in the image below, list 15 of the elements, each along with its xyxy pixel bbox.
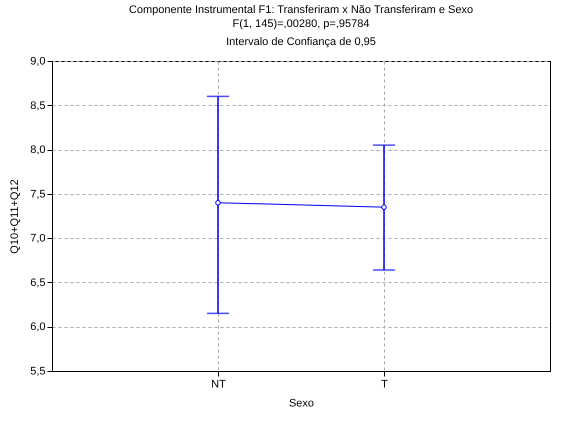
chart-subtitle: F(1, 145)=,00280, p=,95784 xyxy=(232,18,370,30)
x-tick-label: T xyxy=(381,378,388,390)
x-axis-title: Sexo xyxy=(288,398,314,410)
y-tick-label: 5,5 xyxy=(30,366,46,378)
y-tick-label: 6,5 xyxy=(30,276,46,289)
y-tick-label: 7,0 xyxy=(30,232,46,245)
y-axis-title: Q10+Q11+Q12 xyxy=(9,179,22,254)
chart-title: Componente Instrumental F1: Transferiram x Não Transferiram e Sexo xyxy=(128,4,474,16)
y-tick-label: 6,0 xyxy=(30,321,46,334)
y-tick-label: 9,0 xyxy=(30,56,46,68)
y-tick-label: 8,0 xyxy=(30,144,46,156)
y-tick-label: 8,5 xyxy=(30,100,46,112)
x-tick-label: NT xyxy=(211,378,226,390)
text: Intervalo de Confiança de 0,95 xyxy=(226,36,376,48)
y-tick-label: 7,5 xyxy=(30,188,46,200)
